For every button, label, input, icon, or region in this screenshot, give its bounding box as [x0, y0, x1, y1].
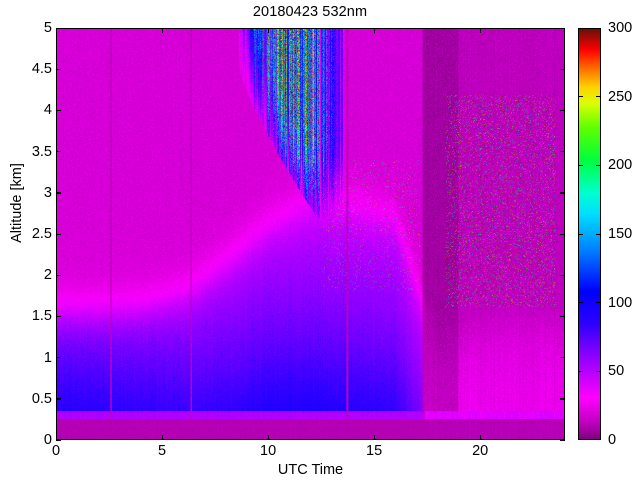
colorbar-tick-mark — [578, 302, 583, 304]
y-tick-mark — [56, 274, 61, 276]
y-tick-mark — [56, 68, 61, 70]
y-tick-mark — [56, 357, 61, 359]
x-tick-15: 15 — [366, 443, 383, 459]
colorbar-tick-mark — [596, 233, 601, 235]
colorbar-tick-300: 300 — [608, 20, 633, 36]
x-axis-tick-labels: 0 5 10 15 20 — [0, 443, 640, 465]
x-tick-mark — [373, 28, 375, 33]
x-tick-mark — [161, 28, 163, 33]
colorbar-tick-mark — [596, 164, 601, 167]
x-axis-label: UTC Time — [277, 462, 344, 478]
y-tick-mark — [56, 439, 61, 441]
colorbar-tick-mark — [578, 96, 583, 98]
y-axis-label: Altitude [km] — [9, 163, 25, 243]
colorbar-tick-labels: 0 50 100 150 200 250 300 — [601, 20, 640, 448]
y-tick-4-5: 4.5 — [31, 61, 52, 78]
y-tick-mark — [560, 27, 565, 29]
x-tick-mark — [267, 28, 269, 33]
y-tick-mark — [56, 109, 61, 112]
y-tick-4: 4 — [43, 102, 52, 119]
y-tick-mark — [560, 315, 565, 318]
y-tick-mark — [56, 27, 61, 29]
y-tick-2: 2 — [43, 267, 52, 284]
colorbar-tick-mark — [578, 370, 583, 373]
x-tick-20: 20 — [472, 443, 489, 459]
x-tick-10: 10 — [260, 443, 277, 459]
y-tick-2-5: 2.5 — [31, 226, 52, 242]
x-tick-5: 5 — [157, 443, 167, 459]
y-tick-5: 5 — [43, 20, 52, 36]
x-tick-0: 0 — [51, 443, 61, 459]
y-tick-0: 0 — [43, 432, 52, 448]
y-tick-mark — [560, 151, 565, 153]
colorbar-tick-150: 150 — [608, 226, 633, 242]
y-tick-mark — [560, 233, 565, 235]
y-tick-mark — [56, 233, 61, 235]
colorbar-gradient-canvas — [579, 29, 600, 439]
y-tick-mark — [560, 192, 565, 194]
heatmap-plot-area — [56, 28, 565, 440]
y-tick-3-5: 3.5 — [31, 143, 52, 160]
y-axis-tick-labels: 0 0.5 1 1.5 2 2.5 3 3.5 4 4.5 5 — [0, 0, 52, 480]
y-tick-mark — [560, 357, 565, 359]
colorbar-tick-50: 50 — [608, 363, 625, 380]
x-tick-mark — [161, 435, 163, 440]
colorbar-tick-mark — [596, 370, 601, 373]
y-tick-mark — [560, 68, 565, 70]
y-tick-mark — [56, 192, 61, 194]
y-tick-mark — [560, 274, 565, 276]
y-tick-mark — [560, 398, 565, 400]
colorbar-tick-200: 200 — [608, 157, 633, 174]
x-tick-mark — [267, 435, 269, 440]
colorbar-tick-mark — [578, 233, 583, 235]
y-tick-mark — [56, 398, 61, 400]
page-title: 20180423 532nm — [252, 4, 368, 20]
y-tick-1-5: 1.5 — [31, 308, 52, 325]
x-tick-mark — [479, 435, 481, 440]
colorbar-tick-100: 100 — [608, 294, 633, 311]
x-tick-mark — [55, 28, 57, 33]
x-tick-mark — [479, 28, 481, 33]
y-tick-3: 3 — [43, 184, 52, 201]
x-tick-mark — [373, 435, 375, 440]
colorbar-tick-mark — [596, 96, 601, 98]
colorbar-tick-250: 250 — [608, 88, 633, 105]
y-tick-mark — [560, 439, 565, 441]
colorbar-tick-mark — [578, 164, 583, 167]
x-tick-mark — [55, 435, 57, 440]
colorbar-tick-0: 0 — [608, 432, 617, 448]
y-tick-1: 1 — [43, 349, 52, 366]
y-tick-0-5: 0.5 — [31, 390, 52, 407]
y-tick-mark — [56, 315, 61, 318]
colorbar-tick-mark — [596, 302, 601, 304]
y-tick-mark — [560, 109, 565, 112]
y-tick-mark — [56, 151, 61, 153]
backscatter-heatmap-canvas — [57, 29, 564, 439]
